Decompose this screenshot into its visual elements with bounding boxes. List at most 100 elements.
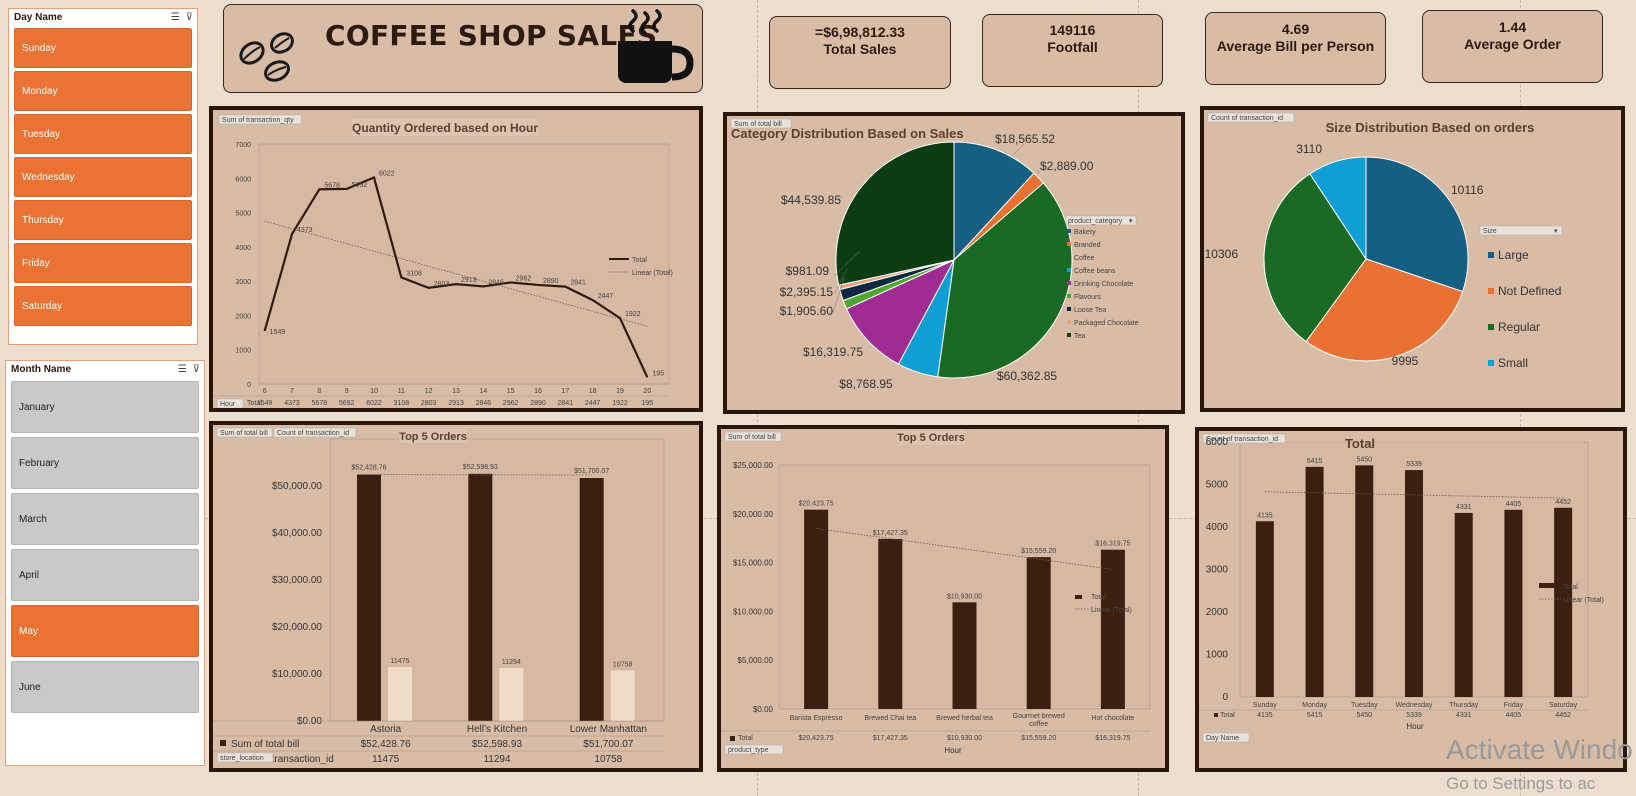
trendline (264, 220, 648, 327)
legend-swatch (1067, 242, 1071, 246)
legend-trendline: Linear (Total) (632, 270, 673, 277)
chart-title: Category Distribution Based on Sales (731, 126, 964, 141)
y-tick-label: $10,000.00 (272, 669, 322, 680)
pie-slice-small (1309, 156, 1367, 261)
bar-total-bill (579, 478, 604, 721)
x-tick-label: Monday (1302, 702, 1327, 709)
x-tick-label: 6 (263, 388, 267, 395)
size-distribution-pie-chart: Count of transaction_id Size Distribution… (1205, 112, 1563, 370)
table-cell: $52,598.93 (472, 739, 522, 750)
y-tick-label: 5000 (1206, 480, 1229, 491)
dashboard-title: COFFEE SHOP SALES (325, 19, 658, 52)
data-label: 2841 (570, 280, 586, 287)
y-tick-label: 5000 (235, 211, 251, 218)
data-label: $16,319.75 (1095, 541, 1130, 548)
clear-filter-icon[interactable]: ⊽ (192, 364, 200, 375)
kpi-footfall-label: Footfall (1047, 39, 1098, 55)
month-slicer-item-may[interactable]: May (11, 605, 199, 657)
day-slicer-item-saturday[interactable]: Saturday (14, 286, 192, 326)
data-label: 4452 (1555, 499, 1571, 506)
day-slicer-item-tuesday[interactable]: Tuesday (14, 114, 192, 154)
axis-field-label: product_type (728, 747, 769, 754)
legend-swatch (1067, 255, 1071, 259)
day-slicer-item-thursday[interactable]: Thursday (14, 200, 192, 240)
chart-title: Size Distribution Based on orders (1326, 120, 1535, 135)
data-label: 5678 (324, 182, 340, 189)
x-tick-label: coffee (1029, 721, 1048, 728)
y-tick-label: 7000 (235, 142, 251, 149)
legend-title: Size (1483, 228, 1497, 235)
clear-filter-icon[interactable]: ⊽ (185, 12, 193, 23)
day-slicer-item-monday[interactable]: Monday (14, 71, 192, 111)
x-tick-label: 17 (561, 388, 569, 395)
data-label: $2,889.00 (1040, 159, 1094, 173)
table-cell: 4331 (1456, 712, 1472, 719)
kpi-footfall-value: 149116 (1049, 22, 1096, 38)
multi-select-icon[interactable]: ☰ (170, 12, 180, 23)
kpi-average-bill-value: 4.69 (1281, 21, 1310, 37)
axis-field-button (1202, 732, 1250, 743)
value-field-button (724, 431, 782, 442)
legend-filter-button (1065, 215, 1137, 226)
bar-total (1100, 549, 1125, 709)
x-tick-label: 9 (345, 388, 349, 395)
x-tick-label: 10 (370, 388, 378, 395)
day-slicer-item-sunday[interactable]: Sunday (14, 28, 192, 68)
value-field-button (730, 118, 792, 129)
x-tick-label: Brewed Chai tea (864, 715, 916, 722)
data-label: $20,423.75 (799, 501, 834, 508)
table-cell: 2841 (558, 400, 574, 407)
data-label: 3110 (1296, 142, 1322, 156)
y-tick-label: 0 (1222, 692, 1228, 703)
data-label: 4373 (297, 227, 313, 234)
month-slicer-item-april[interactable]: April (11, 549, 199, 601)
hourly-quantity-chart-panel: Sum of transaction_qty Quantity Ordered b… (209, 106, 703, 412)
data-label: 4331 (1456, 504, 1472, 511)
kpi-average-order-value: 1.44 (1498, 19, 1527, 35)
y-tick-label: 1000 (235, 348, 251, 355)
pie-slice-not-defined (1305, 258, 1464, 362)
data-label: 2846 (488, 279, 504, 286)
activation-watermark-line2: Go to Settings to ac (1446, 774, 1596, 793)
pie-slice-coffee (937, 182, 1073, 379)
data-label: 11294 (502, 659, 521, 666)
month-slicer-item-march[interactable]: March (11, 493, 199, 545)
axis-field-label: Day Name (1206, 735, 1239, 742)
x-tick-label: 14 (479, 388, 487, 395)
table-cell: 2890 (530, 400, 546, 407)
table-cell: $15,559.20 (1021, 735, 1056, 742)
day-name-slicer: Day Name ☰ ⊽ Sunday Monday Tuesday Wednesda… (8, 8, 198, 345)
store-top-orders-bar-chart: Sum of total bill Count of transaction_id… (213, 427, 665, 765)
month-slicer-item-january[interactable]: January (11, 381, 199, 433)
coffee-beans-icon (239, 32, 294, 82)
data-label: 2962 (516, 275, 532, 282)
month-slicer-item-june[interactable]: June (11, 661, 199, 713)
leader-line (1034, 370, 1038, 377)
legend-item: Branded (1074, 242, 1101, 249)
y-tick-label: $40,000.00 (272, 528, 322, 539)
table-cell: 1922 (612, 400, 628, 407)
legend-total: Total (1091, 594, 1106, 601)
table-cell: 3108 (394, 400, 410, 407)
legend-item: Coffee (1074, 255, 1095, 262)
legend-swatch (1488, 324, 1494, 330)
legend-trendline: Linear (Total) (1563, 597, 1604, 604)
legend-item: Coffee beans (1074, 268, 1116, 275)
data-label: $10,930.00 (947, 593, 982, 600)
day-slicer-item-wednesday[interactable]: Wednesday (14, 157, 192, 197)
legend-item: Regular (1498, 320, 1540, 334)
bar-total-bill (468, 473, 493, 721)
y-tick-label: $10,000.00 (733, 607, 774, 616)
multi-select-icon[interactable]: ☰ (177, 364, 187, 375)
data-label: $52,428.76 (351, 465, 386, 472)
x-tick-label: Thursday (1449, 702, 1479, 709)
chart-title-bg (897, 430, 965, 445)
kpi-average-order-label: Average Order (1464, 36, 1561, 52)
day-slicer-item-friday[interactable]: Friday (14, 243, 192, 283)
data-label: $1,905.60 (780, 304, 834, 318)
y-tick-label: 2000 (1206, 607, 1229, 618)
month-slicer-item-february[interactable]: February (11, 437, 199, 489)
x-tick-label: 18 (589, 388, 597, 395)
legend-item: Not Defined (1498, 284, 1561, 298)
legend-swatch (1067, 294, 1071, 298)
